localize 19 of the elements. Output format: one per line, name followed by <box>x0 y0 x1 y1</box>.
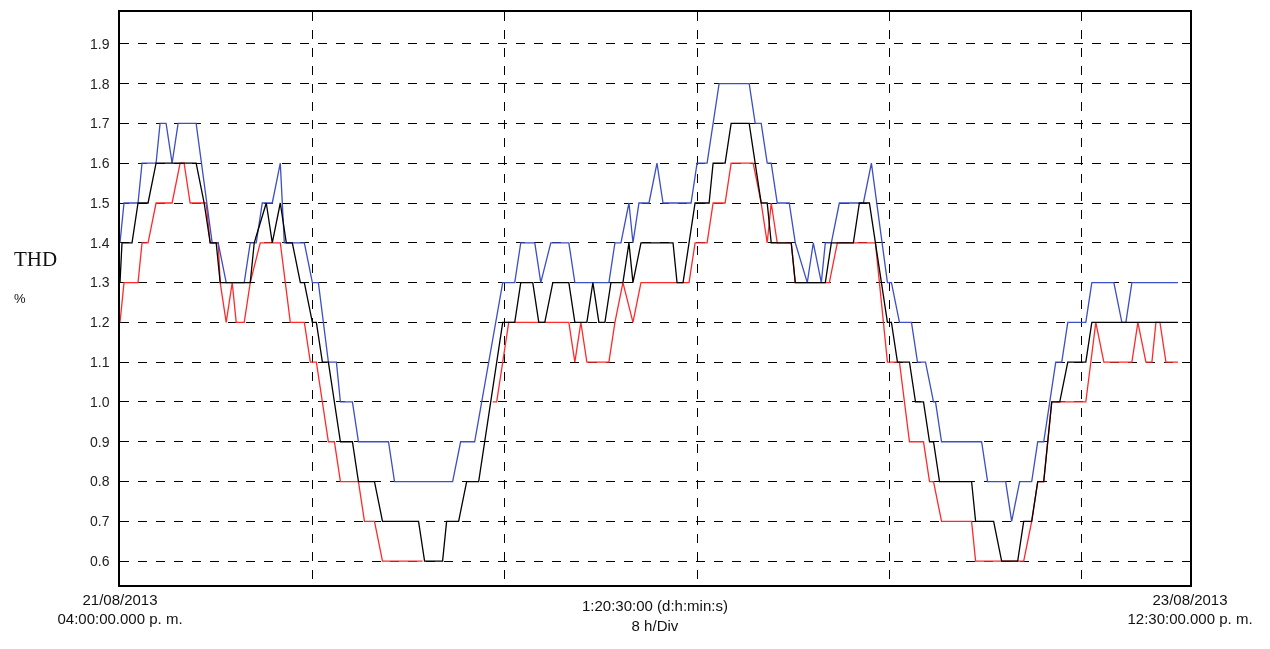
line-series <box>120 82 1179 522</box>
y-tick-label: 1.3 <box>89 274 110 291</box>
y-tick-label: 1.2 <box>89 314 110 331</box>
y-tick-label: 0.9 <box>89 433 110 450</box>
y-axis-title: THD % <box>14 247 58 306</box>
y-tick-label: 1.7 <box>89 115 110 132</box>
y-tick-label: 1.0 <box>89 393 110 410</box>
y-tick-label: 1.1 <box>89 354 110 371</box>
y-tick-label: 1.6 <box>89 155 110 172</box>
y-tick-label: 1.8 <box>89 75 110 92</box>
y-tick-label: 0.7 <box>89 513 110 530</box>
x-tick-label: 23/08/2013 12:30:00.000 p. m. <box>1127 590 1253 628</box>
y-tick-label: 0.8 <box>89 473 110 490</box>
y-tick-label: 0.6 <box>89 553 110 570</box>
y-tick-label: 1.5 <box>89 194 110 211</box>
y-tick-label: 1.4 <box>89 234 110 251</box>
y-tick-label: 1.9 <box>89 35 110 52</box>
x-axis-title: 1:20:30:00 (d:h:min:s) 8 h/Div <box>582 597 728 634</box>
x-tick-label: 21/08/2013 04:00:00.000 p. m. <box>57 590 183 628</box>
